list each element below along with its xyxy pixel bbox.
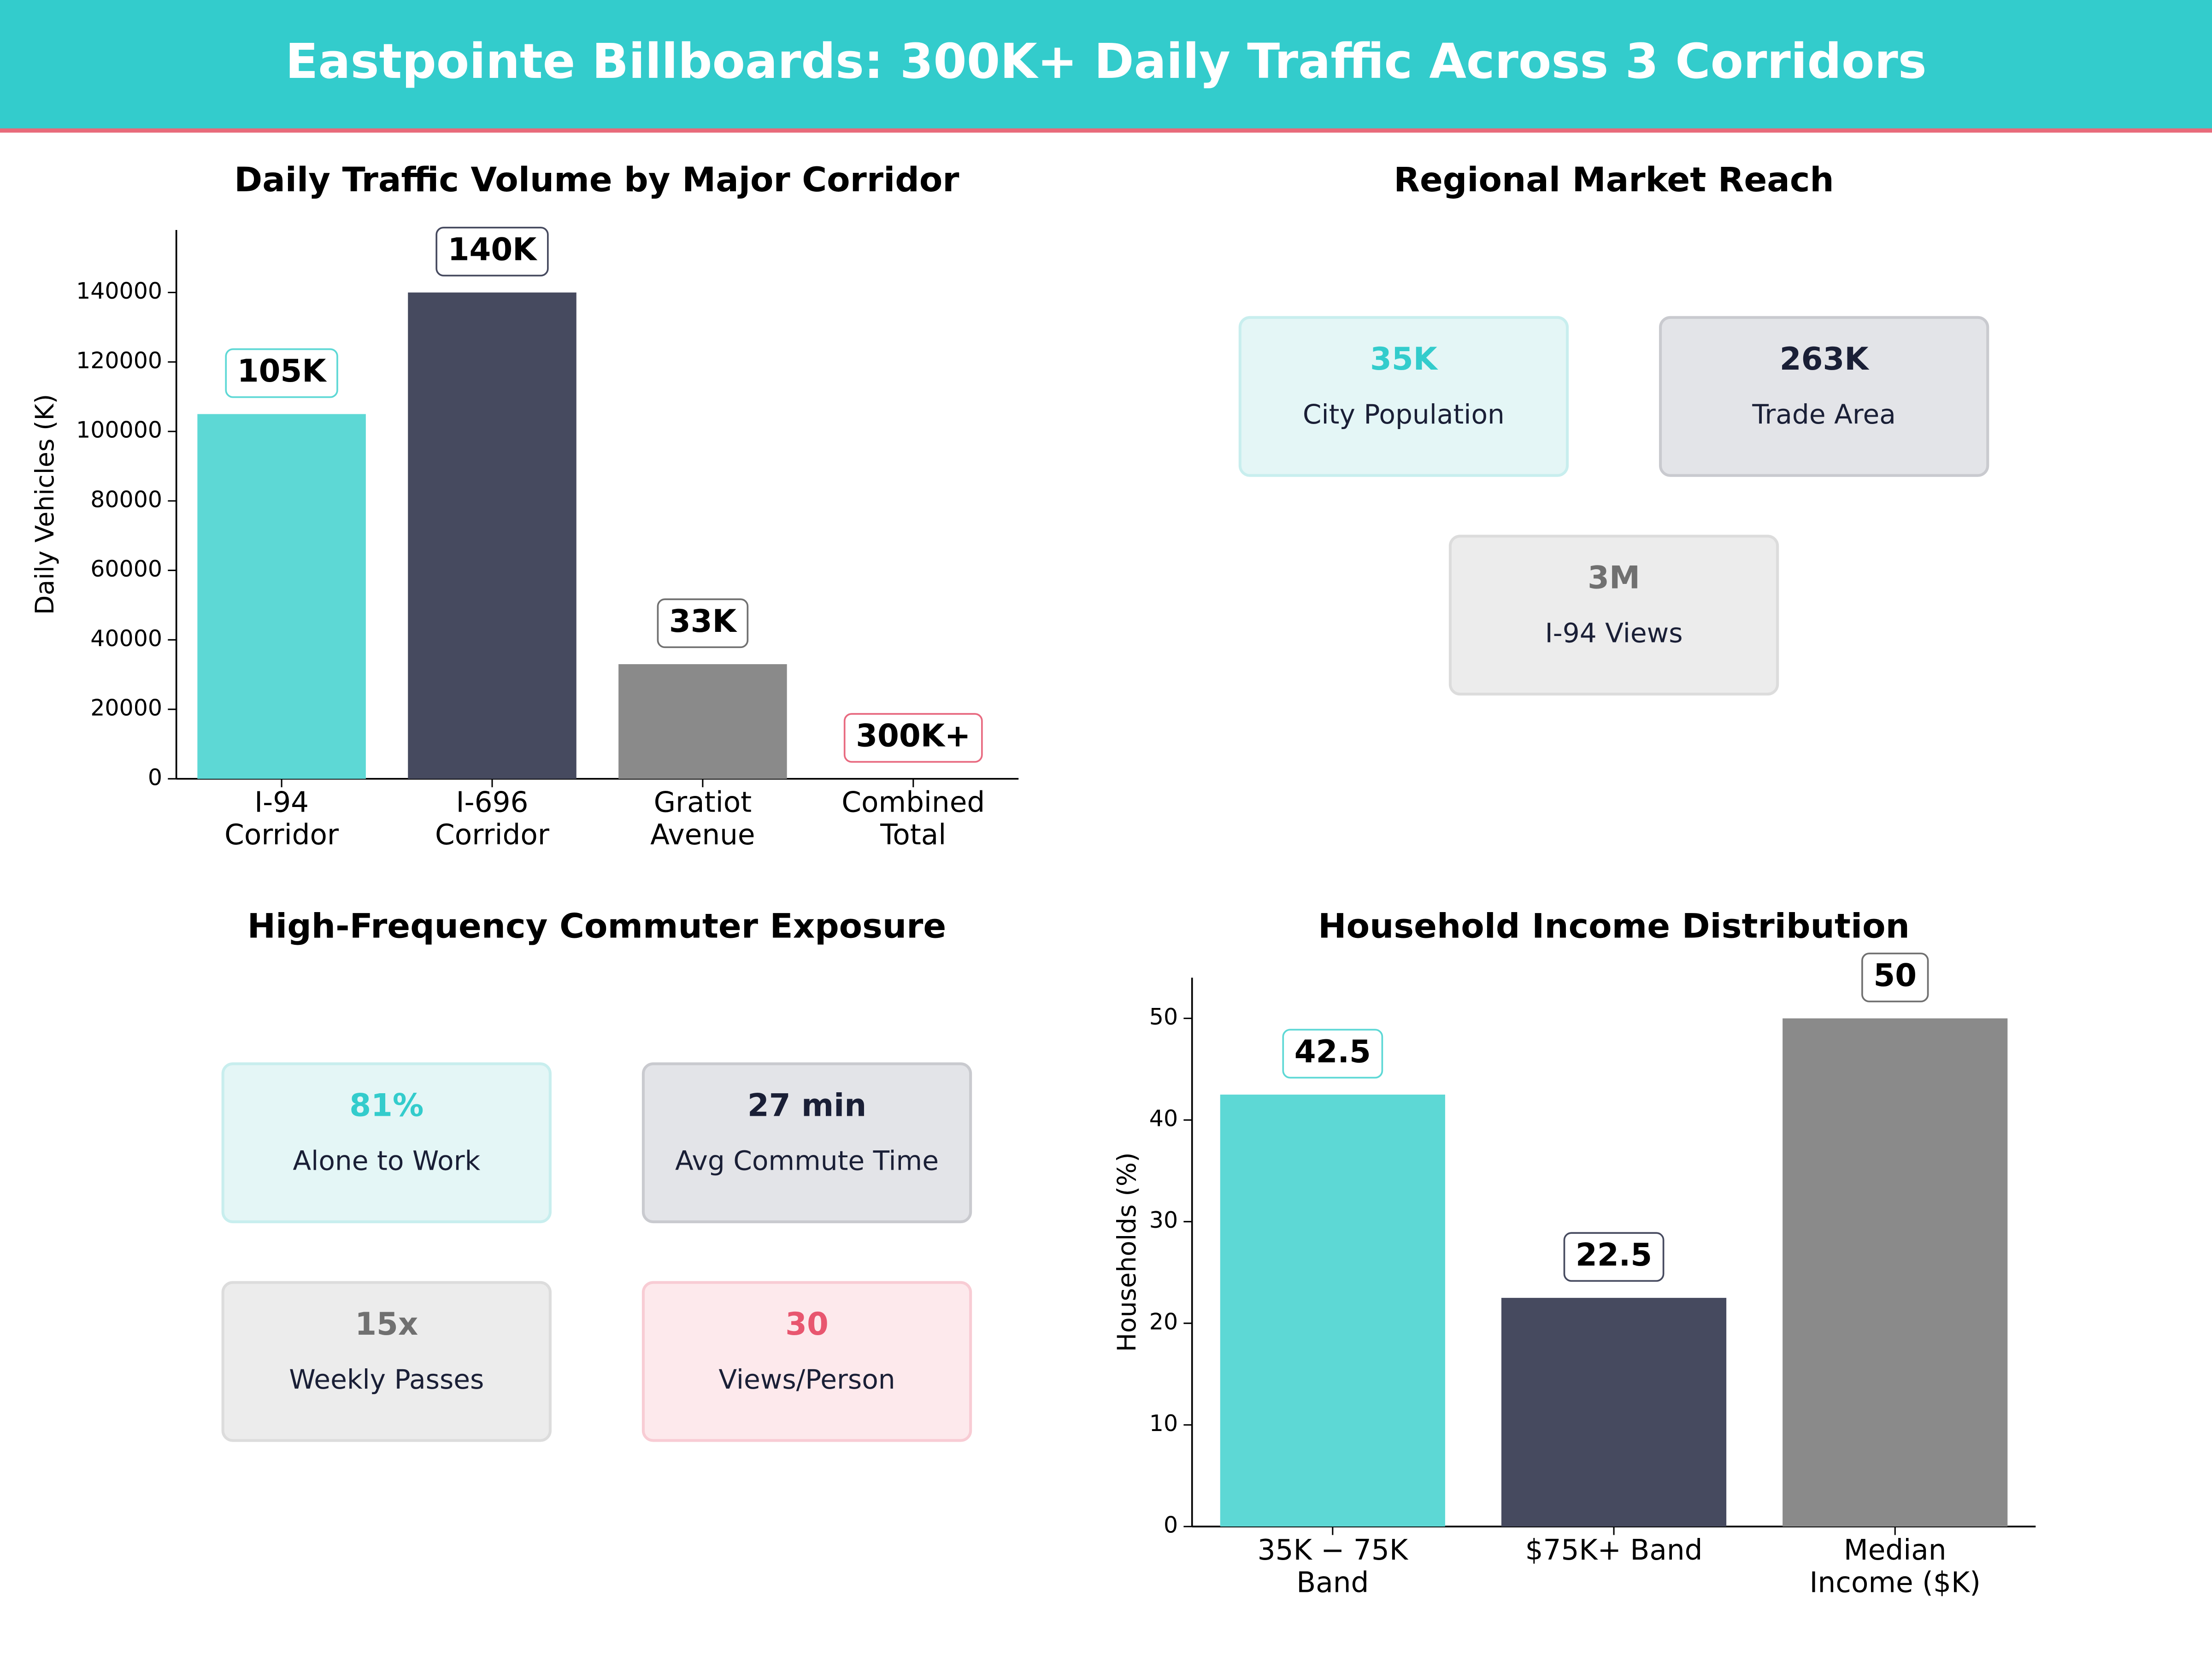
value-label-box <box>843 713 983 763</box>
y-tick-label: 50 <box>1149 1004 1178 1030</box>
value-label-box <box>1861 952 1929 1002</box>
value-label-box <box>225 348 338 398</box>
header-bar <box>0 0 2212 130</box>
kpi-card <box>1448 535 1779 696</box>
chart-title: Household Income Distribution <box>1318 907 1910 946</box>
value-label-box <box>1282 1029 1383 1079</box>
bar <box>1501 1298 1727 1527</box>
bar <box>618 664 787 779</box>
y-tick-label: 40 <box>1149 1106 1178 1132</box>
y-tick-label: 60000 <box>90 556 162 582</box>
header-title: Eastpointe Billboards: 300K+ Daily Traff… <box>285 33 1926 89</box>
x-tick-label: Corridor <box>224 819 339 851</box>
chart-title: Daily Traffic Volume by Major Corridor <box>234 160 959 200</box>
x-tick-label: Combined <box>841 786 985 819</box>
kpi-value: 3M <box>1588 560 1640 596</box>
y-tick-label: 20000 <box>90 695 162 721</box>
kpi-label: I-94 Views <box>1545 618 1683 649</box>
x-tick-label: Avenue <box>650 819 755 851</box>
kpi-card <box>221 1062 552 1224</box>
y-tick-label: 30 <box>1149 1207 1178 1233</box>
kpi-label: Trade Area <box>1752 399 1896 430</box>
y-axis-label: Daily Vehicles (K) <box>30 394 59 615</box>
value-label: 300K+ <box>856 718 971 754</box>
panel-title: Regional Market Reach <box>1394 160 1834 200</box>
value-label: 22.5 <box>1576 1237 1652 1273</box>
y-tick-label: 20 <box>1149 1309 1178 1335</box>
value-label-box <box>1563 1232 1665 1282</box>
value-label: 105K <box>237 353 328 389</box>
kpi-label: City Population <box>1303 399 1505 430</box>
kpi-value: 81% <box>349 1087 424 1124</box>
header-rule <box>0 128 2212 133</box>
y-tick-label: 100000 <box>76 417 162 443</box>
kpi-label: Weekly Passes <box>289 1364 484 1395</box>
x-tick-label: $75K+ Band <box>1525 1534 1703 1567</box>
kpi-card <box>1659 316 1989 477</box>
kpi-value: 15x <box>355 1306 418 1342</box>
bar <box>1220 1095 1445 1527</box>
x-tick-label: 35K − 75K <box>1258 1534 1409 1567</box>
y-tick-label: 140000 <box>76 278 162 304</box>
x-tick-label: Income ($K) <box>1809 1566 1981 1599</box>
kpi-label: Alone to Work <box>293 1145 480 1177</box>
kpi-value: 27 min <box>747 1087 866 1124</box>
x-tick-label: I-696 <box>456 786 528 819</box>
kpi-card <box>221 1281 552 1442</box>
x-tick-label: Corridor <box>435 819 550 851</box>
kpi-value: 263K <box>1780 341 1870 377</box>
kpi-value: 35K <box>1370 341 1439 377</box>
x-tick-label: Band <box>1296 1566 1369 1599</box>
bar <box>1783 1018 2008 1527</box>
y-tick-label: 0 <box>1164 1512 1178 1538</box>
bar <box>197 414 366 779</box>
x-tick-label: Gratiot <box>654 786 752 819</box>
y-tick-label: 10 <box>1149 1410 1178 1437</box>
kpi-card <box>641 1281 972 1442</box>
kpi-label: Views/Person <box>718 1364 895 1395</box>
panel-title: High-Frequency Commuter Exposure <box>247 907 947 946</box>
y-axis-label: Households (%) <box>1112 1152 1141 1352</box>
value-label: 140K <box>448 231 538 267</box>
value-label: 50 <box>1873 957 1917 993</box>
x-tick-label: Median <box>1844 1534 1947 1567</box>
kpi-card <box>641 1062 972 1224</box>
y-tick-label: 40000 <box>90 625 162 652</box>
kpi-label: Avg Commute Time <box>675 1145 939 1177</box>
value-label: 42.5 <box>1294 1033 1371 1070</box>
x-tick-label: I-94 <box>254 786 309 819</box>
kpi-value: 30 <box>785 1306 829 1342</box>
value-label-box <box>435 226 549 277</box>
y-tick-label: 0 <box>148 764 162 790</box>
kpi-card <box>1238 316 1569 477</box>
y-tick-label: 120000 <box>76 348 162 374</box>
x-tick-label: Total <box>880 819 946 851</box>
y-tick-label: 80000 <box>90 486 162 512</box>
value-label: 33K <box>669 603 738 639</box>
bar <box>408 292 577 779</box>
value-label-box <box>657 598 749 648</box>
